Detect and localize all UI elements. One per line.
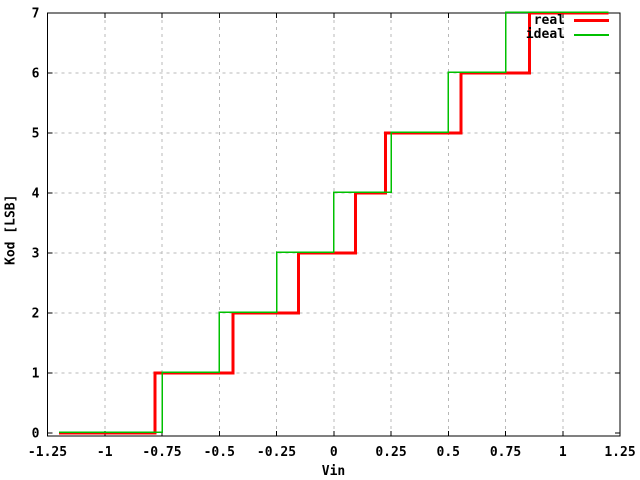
legend-label-ideal: ideal	[525, 27, 565, 42]
x-tick-label: -1	[97, 445, 113, 460]
x-tick-label: -0.25	[257, 445, 296, 460]
x-tick-label: -1.25	[28, 445, 67, 460]
y-tick-label: 2	[32, 307, 40, 322]
y-axis-label: Kod [LSB]	[3, 194, 19, 266]
x-tick-label: 0.25	[375, 445, 406, 460]
y-tick-label: 7	[32, 7, 40, 22]
x-tick-label: -0.5	[204, 445, 235, 460]
series-real-line	[58, 11, 609, 435]
series-ideal-line	[58, 11, 609, 433]
y-tick-label: 6	[32, 67, 40, 82]
y-tick-label: 1	[32, 367, 40, 382]
x-tick-label: 0.75	[490, 445, 521, 460]
legend-item-ideal: ideal	[526, 28, 609, 41]
legend-line-sample-ideal	[574, 33, 609, 36]
y-tick-label: 3	[32, 247, 40, 262]
y-tick-label: 4	[32, 187, 40, 202]
x-tick-label: 1	[559, 445, 567, 460]
x-axis-label: Vin	[321, 464, 346, 479]
legend: real ideal	[526, 14, 609, 41]
legend-label-real: real	[533, 13, 565, 28]
x-tick-label: 1.25	[604, 445, 635, 460]
y-tick-label: 5	[32, 127, 40, 142]
legend-line-sample-real	[574, 19, 609, 22]
plot-border	[47, 12, 621, 437]
y-tick-label: 0	[32, 427, 40, 442]
x-tick-label: 0.5	[437, 445, 460, 460]
x-tick-label: -0.75	[142, 445, 181, 460]
legend-item-real: real	[526, 14, 609, 27]
x-tick-label: 0	[330, 445, 338, 460]
